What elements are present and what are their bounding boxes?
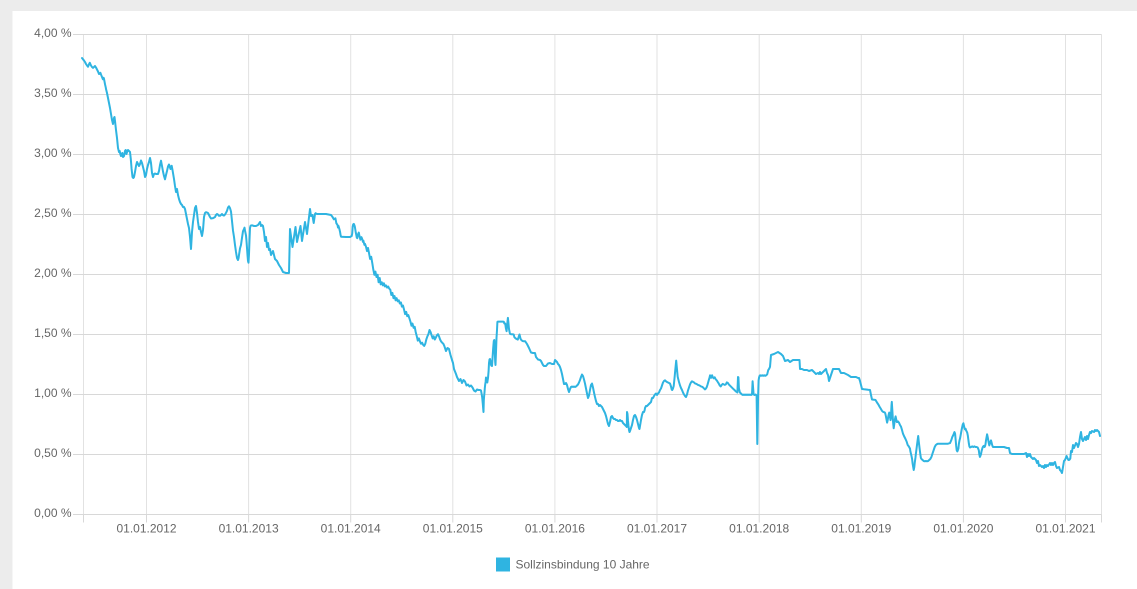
svg-text:01.01.2015: 01.01.2015	[423, 522, 483, 536]
svg-text:01.01.2018: 01.01.2018	[729, 522, 789, 536]
svg-text:Sollzinsbindung 10 Jahre: Sollzinsbindung 10 Jahre	[516, 558, 650, 572]
svg-text:01.01.2020: 01.01.2020	[933, 522, 993, 536]
svg-text:01.01.2017: 01.01.2017	[627, 522, 687, 536]
svg-text:0,00 %: 0,00 %	[34, 506, 72, 520]
svg-text:3,00 %: 3,00 %	[34, 146, 72, 160]
svg-text:01.01.2016: 01.01.2016	[525, 522, 585, 536]
svg-text:01.01.2021: 01.01.2021	[1035, 522, 1095, 536]
svg-text:01.01.2013: 01.01.2013	[219, 522, 279, 536]
svg-text:2,50 %: 2,50 %	[34, 206, 72, 220]
svg-text:01.01.2019: 01.01.2019	[831, 522, 891, 536]
svg-text:01.01.2014: 01.01.2014	[321, 522, 381, 536]
svg-text:0,50 %: 0,50 %	[34, 446, 72, 460]
svg-text:3,50 %: 3,50 %	[34, 86, 72, 100]
svg-text:01.01.2012: 01.01.2012	[116, 522, 176, 536]
svg-text:1,00 %: 1,00 %	[34, 386, 72, 400]
svg-text:4,00 %: 4,00 %	[34, 26, 72, 40]
svg-text:2,00 %: 2,00 %	[34, 266, 72, 280]
svg-text:1,50 %: 1,50 %	[34, 326, 72, 340]
